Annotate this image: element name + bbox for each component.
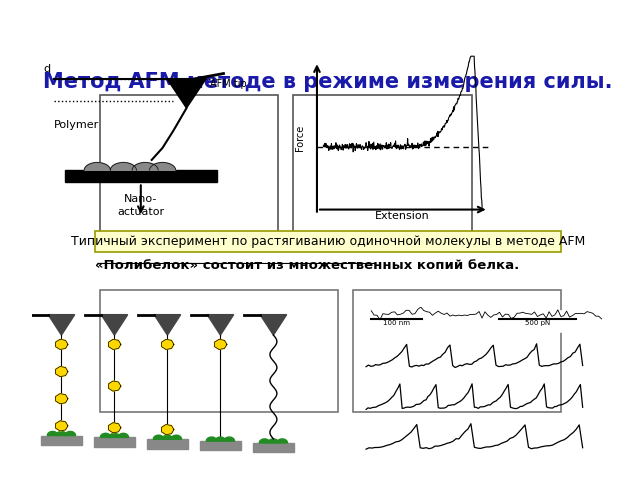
Polygon shape [206,437,217,441]
Polygon shape [207,315,234,335]
Polygon shape [109,423,121,433]
Bar [200,441,241,450]
Text: Типичный эксперимент по растягиванию одиночной молекулы в методе AFM: Типичный эксперимент по растягиванию оди… [71,235,585,248]
Polygon shape [118,433,129,437]
Polygon shape [65,432,76,435]
FancyBboxPatch shape [353,290,561,412]
Polygon shape [259,439,270,443]
Polygon shape [56,339,68,349]
Text: Force: Force [295,125,305,151]
Bar [253,443,294,452]
Polygon shape [150,163,175,170]
Polygon shape [56,394,68,404]
Polygon shape [167,79,206,108]
Bar [41,435,82,445]
FancyBboxPatch shape [293,95,472,235]
Polygon shape [109,433,120,437]
Polygon shape [161,339,174,349]
Polygon shape [110,163,136,170]
Polygon shape [268,439,278,443]
Polygon shape [56,432,67,435]
Polygon shape [132,163,158,170]
Text: 100 nm: 100 nm [383,320,410,326]
Polygon shape [154,315,180,335]
Polygon shape [56,366,68,377]
Polygon shape [154,435,164,439]
Polygon shape [48,315,75,335]
Polygon shape [84,163,110,170]
Polygon shape [260,315,287,335]
Bar [65,170,217,182]
FancyBboxPatch shape [100,290,338,412]
FancyBboxPatch shape [100,95,278,235]
Text: actuator: actuator [117,206,164,216]
Polygon shape [277,439,287,443]
Polygon shape [101,315,128,335]
Text: Extension: Extension [375,212,430,221]
Polygon shape [47,432,58,435]
Polygon shape [100,433,111,437]
Polygon shape [215,437,226,441]
Text: d: d [43,63,50,73]
Text: 500 pN: 500 pN [525,320,550,326]
Text: AFM tip: AFM tip [211,79,247,89]
Text: Nano-: Nano- [124,194,157,204]
Bar [147,439,188,448]
Text: Polymer: Polymer [54,120,99,131]
Text: «Полибелок» состоит из множественных копий белка.: «Полибелок» состоит из множественных коп… [95,259,519,272]
FancyBboxPatch shape [95,231,561,252]
Polygon shape [214,339,227,349]
Text: Метод AFM методе в режиме измерения силы.: Метод AFM методе в режиме измерения силы… [44,72,612,92]
Polygon shape [161,424,174,435]
Polygon shape [171,435,182,439]
Polygon shape [162,435,173,439]
Polygon shape [109,339,121,349]
Bar [94,437,135,447]
Polygon shape [109,381,121,391]
Bar [364,310,609,333]
Polygon shape [224,437,234,441]
Polygon shape [56,421,68,431]
